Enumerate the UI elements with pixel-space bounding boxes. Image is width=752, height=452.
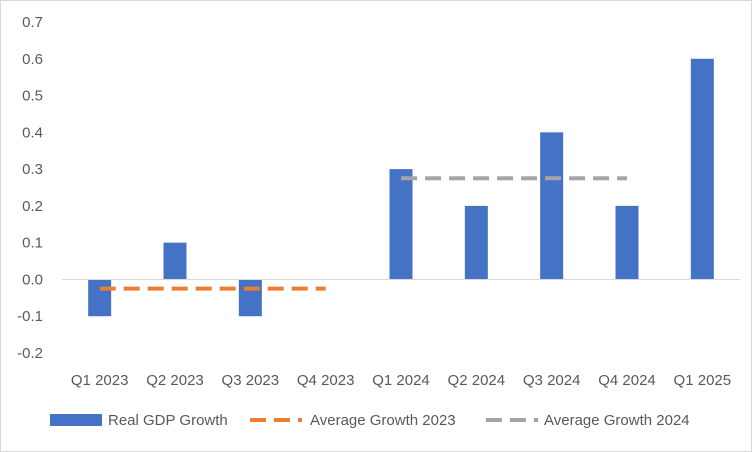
bar: [88, 279, 112, 317]
bar: [690, 58, 714, 280]
x-tick-label: Q2 2024: [448, 372, 506, 389]
y-tick-label: 0.2: [22, 198, 43, 215]
legend-item: Real GDP Growth: [50, 412, 228, 429]
legend-item: Average Growth 2024: [486, 412, 690, 429]
bar: [238, 279, 262, 317]
bars: [88, 58, 714, 317]
y-tick-label: 0.7: [22, 14, 43, 31]
y-tick-label: 0.6: [22, 51, 43, 68]
legend: Real GDP Growth Average Growth 2023 Averag…: [50, 412, 690, 429]
y-tick-label: 0.0: [22, 271, 43, 288]
bar: [389, 169, 413, 280]
x-tick-label: Q4 2023: [297, 372, 355, 389]
y-tick-label: 0.3: [22, 161, 43, 178]
y-tick-label: -0.2: [17, 345, 43, 362]
x-tick-label: Q3 2023: [222, 372, 280, 389]
x-tick-label: Q3 2024: [523, 372, 581, 389]
bar: [464, 205, 488, 280]
bar: [540, 132, 564, 280]
legend-label: Average Growth 2024: [544, 412, 690, 429]
y-tick-label: 0.5: [22, 88, 43, 105]
x-tick-label: Q1 2024: [372, 372, 430, 389]
bar: [615, 205, 639, 280]
x-tick-label: Q1 2023: [71, 372, 129, 389]
x-tick-label: Q4 2024: [598, 372, 656, 389]
x-tick-label: Q1 2025: [674, 372, 732, 389]
average-lines: [99, 176, 627, 291]
x-axis-tick-labels: Q1 2023 Q2 2023 Q3 2023 Q4 2023 Q1 2024 Q2 20…: [71, 372, 731, 389]
legend-swatch: [50, 414, 102, 426]
legend-item: Average Growth 2023: [250, 412, 456, 429]
y-tick-label: 0.4: [22, 124, 43, 141]
x-tick-label: Q2 2023: [146, 372, 204, 389]
y-axis-tick-labels: 0.7 0.6 0.5 0.4 0.3 0.2 0.1 0.0 -0.1 -0.2: [17, 14, 43, 362]
legend-label: Average Growth 2023: [310, 412, 456, 429]
bar: [163, 242, 187, 280]
y-tick-label: -0.1: [17, 308, 43, 325]
y-tick-label: 0.1: [22, 235, 43, 252]
legend-label: Real GDP Growth: [108, 412, 228, 429]
